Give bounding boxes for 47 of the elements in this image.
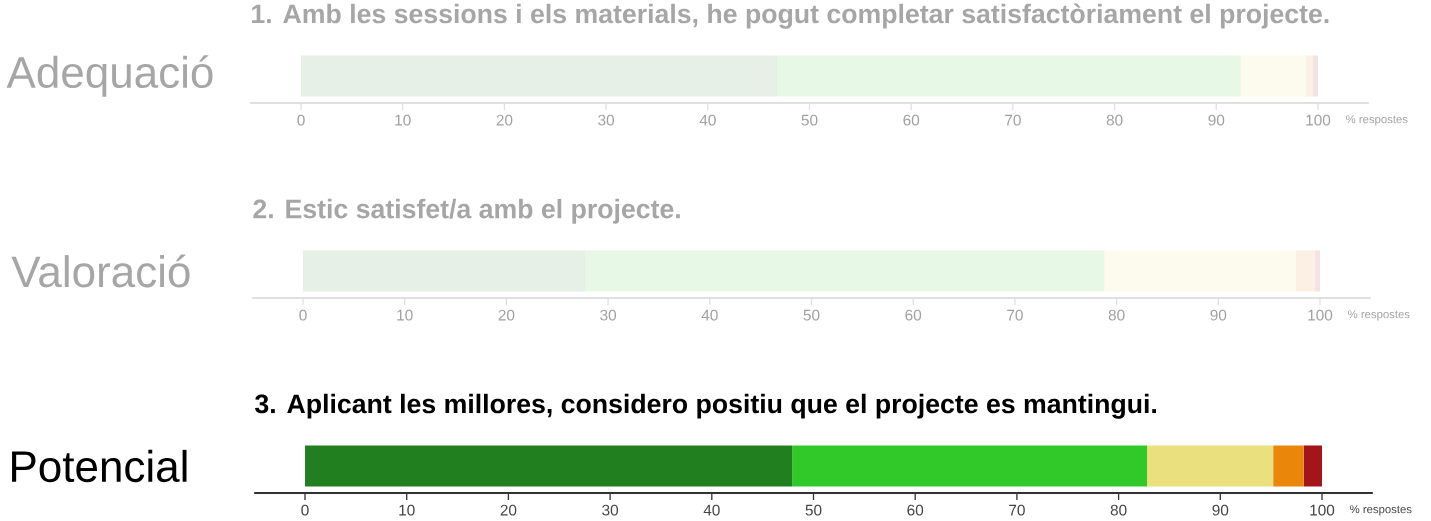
x-tick-label: 100: [1306, 114, 1331, 126]
x-tick-label: 80: [1108, 309, 1125, 321]
x-tick-label: 40: [699, 114, 716, 126]
x-tick-label: 80: [1106, 114, 1123, 126]
x-tick-label: 40: [703, 504, 720, 516]
x-tick-label: 100: [1310, 504, 1335, 516]
x-tick-label: 60: [903, 114, 920, 126]
x-tick-label: 0: [297, 114, 305, 126]
x-tick-label: 60: [905, 309, 922, 321]
x-axis-title: % respostes: [1346, 115, 1408, 126]
x-tick-label: 100: [1308, 309, 1333, 321]
x-tick-label: 0: [301, 504, 309, 516]
bar: [792, 445, 1148, 487]
x-tick-label: 20: [500, 504, 517, 516]
y-tick-label: Adequació: [6, 55, 213, 97]
x-tick-label: 0: [299, 309, 307, 321]
text: 2. Estic satisfet/a amb el projecte.: [253, 198, 680, 224]
x-tick-label: 70: [1007, 309, 1023, 321]
x-tick-label: 70: [1009, 504, 1025, 516]
x-tick-label: 20: [498, 309, 515, 321]
x-tick-label: 30: [600, 309, 617, 321]
x-tick-label: 30: [602, 504, 619, 516]
x-tick-label: 80: [1110, 504, 1127, 516]
x-tick-label: 20: [496, 114, 513, 126]
x-tick-label: 40: [701, 309, 718, 321]
x-tick-label: 10: [399, 504, 415, 516]
x-tick-label: 10: [397, 309, 413, 321]
x-axis-title: % respostes: [1350, 505, 1412, 516]
x-tick-label: 10: [395, 114, 411, 126]
bar: [1273, 445, 1304, 487]
x-tick-label: 50: [805, 504, 822, 516]
x-axis-title: % respostes: [1348, 310, 1410, 321]
x-tick-label: 90: [1210, 309, 1227, 321]
text: 3. Aplicant les millores, considero positiu que el projecte es mantingui.: [255, 393, 1156, 419]
bar: [305, 445, 793, 487]
y-tick-label: Valoració: [11, 254, 190, 288]
y-tick-label: Potencial: [12, 449, 187, 483]
x-tick-label: 30: [598, 114, 615, 126]
bar: [1303, 445, 1322, 487]
x-tick-label: 60: [907, 504, 924, 516]
bar: [1147, 445, 1274, 487]
x-tick-label: 70: [1005, 114, 1021, 126]
x-tick-label: 50: [801, 114, 818, 126]
text: 1. Amb les sessions i els materials, he pogut completar satisfactòriament el projecte.: [252, 3, 1329, 29]
x-tick-label: 90: [1212, 504, 1229, 516]
x-tick-label: 50: [803, 309, 820, 321]
x-tick-label: 90: [1208, 114, 1225, 126]
